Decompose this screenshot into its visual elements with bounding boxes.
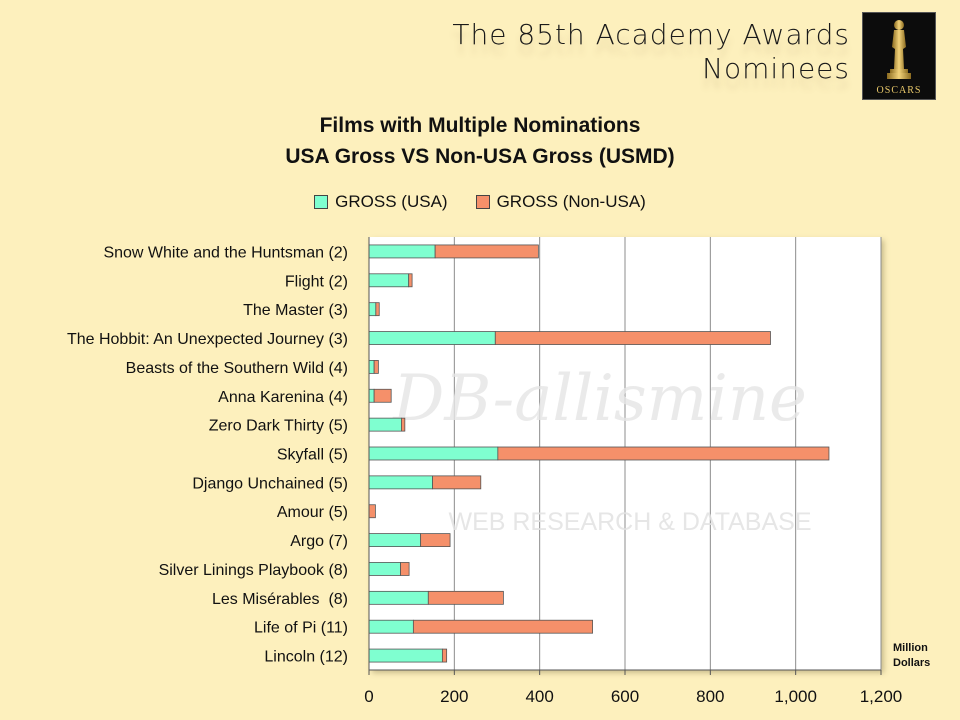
category-label: Beasts of the Southern Wild (4) — [126, 360, 348, 377]
category-label: Flight (2) — [285, 273, 348, 290]
header-title: The 85th Academy Awards Nominees — [452, 18, 850, 86]
legend-swatch-usa — [314, 195, 329, 209]
bar-usa — [368, 446, 499, 461]
bar-usa — [368, 302, 377, 317]
category-label: Zero Dark Thirty (5) — [209, 418, 348, 435]
unit-label-line2: Dollars — [893, 657, 931, 669]
watermark-logo-text: DB-allismine — [392, 362, 807, 436]
category-label: Les Misérables (8) — [212, 591, 348, 608]
x-tick-label: 0 — [364, 687, 373, 706]
category-label: Lincoln (12) — [264, 649, 348, 666]
chart-title: Films with Multiple Nominations — [319, 114, 641, 137]
bar-non-usa — [494, 331, 771, 345]
bar-usa — [368, 562, 401, 576]
bars — [368, 244, 830, 663]
chart-title-block: Films with Multiple Nominations USA Gros… — [0, 110, 960, 172]
watermark: DB-allismine WEB RESEARCH & DATABASE — [392, 362, 811, 536]
category-labels: Snow White and the Huntsman (2) Flight (2… — [67, 244, 348, 665]
category-label: Silver Linings Playbook (8) — [159, 562, 348, 579]
bar-usa — [368, 648, 443, 663]
bar-non-usa — [401, 417, 406, 432]
category-label: Snow White and the Huntsman (2) — [103, 244, 348, 261]
x-tick-label: 1,200 — [860, 687, 903, 706]
bar-usa — [368, 244, 436, 259]
bar-non-usa — [427, 590, 504, 605]
category-label: Amour (5) — [277, 504, 348, 521]
x-axis: 0 200 400 600 800 1,000 1,200 — [364, 237, 902, 706]
bar-usa — [368, 417, 402, 432]
bar-non-usa — [432, 475, 482, 490]
oscars-logo-text: OSCARS — [877, 85, 922, 96]
header-title-line1: The 85th Academy Awards — [452, 18, 850, 51]
bar-non-usa — [373, 360, 379, 374]
legend-item-usa: GROSS (USA) — [314, 192, 448, 212]
x-tick-label: 800 — [696, 687, 724, 706]
bar-usa — [368, 619, 414, 634]
header-title-line2: Nominees — [702, 52, 850, 85]
bar-usa — [368, 533, 422, 547]
bar-non-usa — [408, 273, 413, 288]
legend-item-non-usa: GROSS (Non-USA) — [475, 192, 646, 212]
bar-usa — [368, 475, 433, 490]
bar-non-usa — [412, 619, 593, 634]
bar-non-usa — [375, 302, 380, 317]
bar-usa — [368, 360, 375, 374]
category-label: The Hobbit: An Unexpected Journey (3) — [67, 331, 348, 348]
unit-label-line1: Million — [893, 642, 928, 654]
x-tick-label: 200 — [440, 687, 468, 706]
x-tick-label: 1,000 — [774, 687, 817, 706]
bar-non-usa — [441, 648, 448, 663]
bar-usa — [368, 388, 375, 403]
bar-usa — [368, 331, 496, 345]
legend: GROSS (USA) GROSS (Non-USA) — [0, 192, 960, 212]
x-tick-label: 600 — [611, 687, 639, 706]
oscars-logo: OSCARS — [862, 12, 936, 100]
category-label: Django Unchained (5) — [192, 475, 348, 492]
unit-label: Million Dollars — [893, 641, 930, 671]
bar-non-usa — [434, 244, 539, 259]
bar-non-usa — [400, 562, 410, 576]
category-label: The Master (3) — [243, 302, 348, 319]
category-label: Anna Karenina (4) — [218, 389, 348, 406]
legend-label-usa: GROSS (USA) — [335, 192, 448, 211]
bar-usa — [368, 273, 410, 288]
bar-non-usa — [368, 504, 376, 519]
watermark-subtitle-text: WEB RESEARCH & DATABASE — [448, 508, 811, 536]
legend-label-non-usa: GROSS (Non-USA) — [496, 192, 646, 211]
bar-non-usa — [373, 388, 392, 403]
category-label: Life of Pi (11) — [254, 620, 348, 637]
x-tick-label: 400 — [525, 687, 553, 706]
category-label: Argo (7) — [290, 533, 348, 550]
bar-non-usa — [497, 446, 830, 461]
bar-non-usa — [420, 533, 451, 547]
legend-swatch-non-usa — [475, 195, 490, 209]
oscar-statuette-icon: OSCARS — [877, 20, 922, 96]
chart-subtitle: USA Gross VS Non-USA Gross (USMD) — [285, 145, 675, 168]
category-label: Skyfall (5) — [277, 447, 348, 464]
bar-usa — [368, 590, 429, 605]
